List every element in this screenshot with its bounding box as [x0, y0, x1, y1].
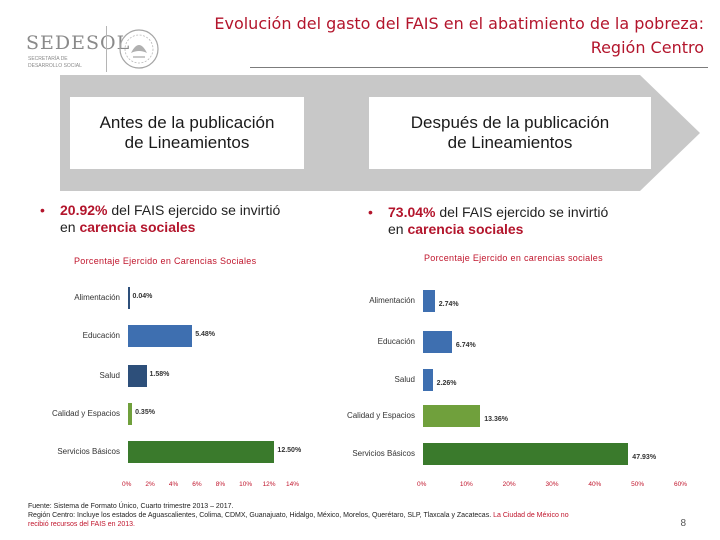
bullet-dot: •	[368, 204, 373, 220]
axis-tick-label: 40%	[588, 481, 602, 488]
bar-educaci-n	[423, 331, 452, 353]
after-bullet-emphasis: carencia sociales	[407, 221, 524, 237]
right-chart-title: Porcentaje Ejercido en carencias sociale…	[424, 253, 603, 263]
data-label: 6.74%	[455, 342, 476, 349]
after-bullet-text: del FAIS ejercido se invirtió	[435, 204, 609, 220]
category-label: Calidad y Espacios	[51, 409, 120, 418]
axis-tick-label: 0%	[122, 481, 132, 488]
bar-salud	[128, 365, 147, 387]
slide-title: Evolución del gasto del FAIS en el abati…	[184, 12, 704, 60]
axis-tick-label: 12%	[262, 481, 276, 488]
sedesol-logo: SEDESOL	[26, 32, 131, 54]
data-label: 0.35%	[135, 409, 155, 416]
category-label: Calidad y Espacios	[346, 411, 415, 420]
logo-divider	[106, 26, 107, 72]
before-bullet-text: del FAIS ejercido se invirtió	[107, 202, 281, 218]
axis-tick-label: 0%	[417, 481, 427, 488]
axis-tick-label: 2%	[145, 481, 155, 488]
category-label: Salud	[394, 375, 415, 384]
bar-alimentaci-n	[128, 287, 130, 309]
left-chart-title: Porcentaje Ejercido en Carencias Sociale…	[74, 256, 257, 266]
category-label: Alimentación	[74, 293, 120, 302]
axis-tick-label: 50%	[631, 481, 645, 488]
data-label: 5.48%	[195, 331, 216, 338]
bar-calidad-y-espacios	[423, 405, 481, 427]
data-label: 12.50%	[277, 447, 302, 454]
axis-tick-label: 14%	[286, 481, 300, 488]
before-bullet-line2: en	[60, 219, 80, 235]
after-box-line2: de Lineamientos	[447, 133, 573, 152]
slide-title-line2: Región Centro	[590, 38, 704, 57]
after-bullet-line2: en	[388, 221, 408, 237]
after-box-line1: Después de la publicación	[410, 113, 610, 132]
before-bullet: • 20.92% del FAIS ejercido se invirtió e…	[40, 202, 340, 236]
footer-line1: Fuente: Sistema de Formato Único, Cuarto…	[28, 503, 234, 510]
data-label: 1.58%	[149, 371, 170, 378]
bullet-dot: •	[40, 202, 45, 218]
footer-source: Fuente: Sistema de Formato Único, Cuarto…	[28, 502, 678, 529]
title-underline	[250, 67, 708, 68]
category-label: Educación	[82, 331, 120, 340]
before-box-line2: de Lineamientos	[124, 133, 250, 152]
axis-tick-label: 30%	[545, 481, 559, 488]
axis-tick-label: 6%	[192, 481, 202, 488]
before-bullet-emphasis: carencia sociales	[79, 219, 196, 235]
footer-line3: recibió recursos del FAIS en 2013.	[28, 521, 136, 528]
sedesol-logo-subtitle: SECRETARÍA DE DESARROLLO SOCIAL	[28, 56, 82, 69]
footer-line2: Región Centro: Incluye los estados de Ag…	[28, 512, 494, 519]
before-box-line1: Antes de la publicación	[99, 113, 275, 132]
before-box: Antes de la publicación de Lineamientos	[70, 97, 304, 169]
bar-servicios-b-sicos	[128, 441, 275, 463]
slide-title-line1: Evolución del gasto del FAIS en el abati…	[214, 14, 704, 33]
category-label: Educación	[377, 337, 415, 346]
page-number: 8	[680, 518, 686, 529]
data-label: 0.04%	[132, 293, 153, 300]
data-label: 47.93%	[632, 454, 657, 461]
axis-tick-label: 20%	[502, 481, 516, 488]
after-bullet-value: 73.04%	[388, 204, 436, 220]
data-label: 2.74%	[438, 301, 459, 308]
bar-alimentaci-n	[423, 290, 435, 312]
bar-servicios-b-sicos	[423, 443, 629, 465]
axis-tick-label: 60%	[674, 481, 688, 488]
bar-salud	[423, 369, 433, 391]
axis-tick-label: 8%	[215, 481, 226, 488]
before-bullet-value: 20.92%	[60, 202, 108, 218]
axis-tick-label: 10%	[239, 481, 253, 488]
axis-tick-label: 4%	[168, 481, 179, 488]
category-label: Servicios Básicos	[57, 447, 120, 456]
axis-tick-label: 10%	[459, 481, 473, 488]
category-label: Salud	[99, 371, 120, 380]
national-seal-icon	[119, 29, 159, 69]
category-label: Servicios Básicos	[352, 449, 415, 458]
data-label: 2.26%	[436, 380, 457, 387]
after-box: Después de la publicación de Lineamiento…	[369, 97, 651, 169]
data-label: 13.36%	[484, 416, 508, 423]
bar-educaci-n	[128, 325, 193, 347]
category-label: Alimentación	[369, 296, 415, 305]
footer-line2-note: La Ciudad de México no	[493, 512, 569, 519]
bar-calidad-y-espacios	[128, 403, 133, 425]
after-bullet: • 73.04% del FAIS ejercido se invirtió e…	[368, 204, 688, 238]
